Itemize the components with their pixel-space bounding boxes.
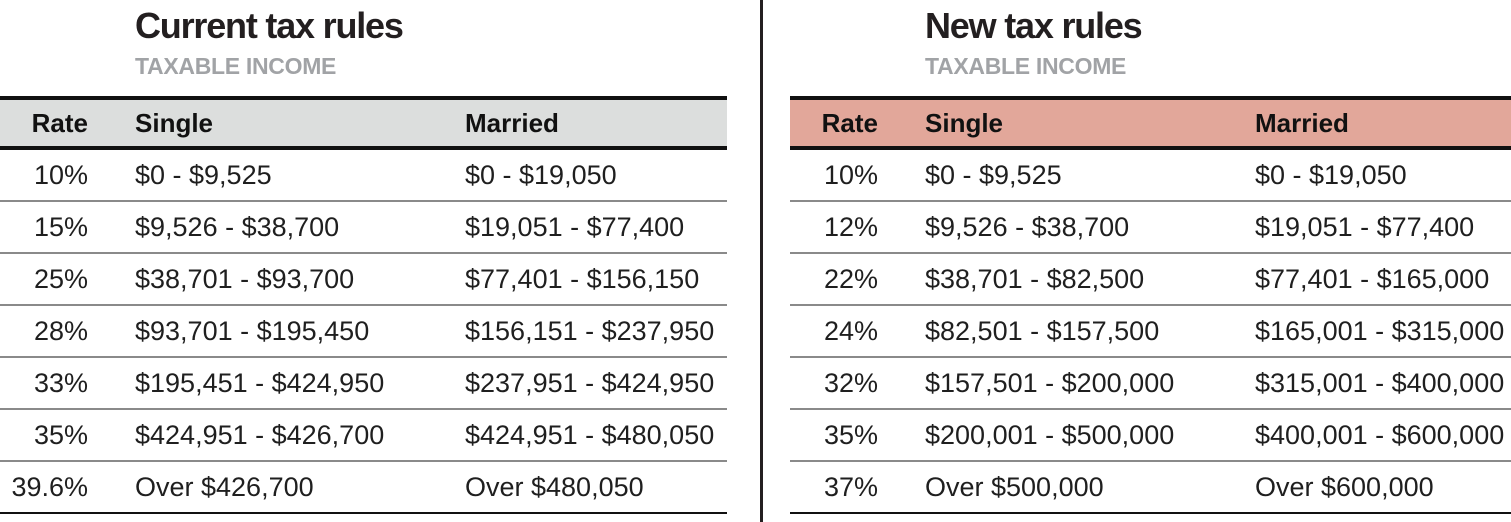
single-cell: $38,701 - $93,700 [135,263,355,294]
married-cell: $400,001 - $600,000 [1255,419,1505,450]
column-header-single: Single [925,107,1004,138]
married-cell: Over $600,000 [1255,471,1434,502]
new-table-subtitle: TAXABLE INCOME [925,53,1127,79]
married-cell: $77,401 - $165,000 [1255,263,1490,294]
current-table-title: Current tax rules [135,5,404,46]
single-cell: $157,501 - $200,000 [925,367,1175,398]
married-cell: $19,051 - $77,400 [1255,211,1475,242]
table-row: 10% $0 - $9,525 $0 - $19,050 [0,150,727,202]
rate-cell: 15% [33,211,88,242]
table-row: 15% $9,526 - $38,700 $19,051 - $77,400 [0,202,727,254]
rate-cell: 28% [33,315,88,346]
married-cell: $156,151 - $237,950 [465,315,715,346]
single-cell: $38,701 - $82,500 [925,263,1145,294]
table-row: 35% $424,951 - $426,700 $424,951 - $480,… [0,410,727,462]
rate-cell: 35% [823,419,878,450]
column-header-married: Married [465,107,559,138]
rate-cell: 35% [33,419,88,450]
single-cell: $0 - $9,525 [135,159,272,190]
single-cell: Over $426,700 [135,471,314,502]
married-cell: $315,001 - $400,000 [1255,367,1505,398]
rate-cell: 25% [33,263,88,294]
single-cell: $195,451 - $424,950 [135,367,385,398]
rate-cell: 22% [823,263,878,294]
rate-cell: 10% [33,159,88,190]
rate-cell: 37% [823,471,878,502]
new-table-head: New tax rules TAXABLE INCOME [790,0,1511,96]
table-row: 25% $38,701 - $93,700 $77,401 - $156,150 [0,254,727,306]
column-header-rate: Rate [821,107,878,138]
column-header-rate: Rate [31,107,88,138]
rate-cell: 10% [823,159,878,190]
single-cell: $424,951 - $426,700 [135,419,385,450]
married-cell: $0 - $19,050 [465,159,617,190]
single-cell: $93,701 - $195,450 [135,315,370,346]
panel-divider [760,0,763,522]
column-header-single: Single [135,107,214,138]
table-row: 22% $38,701 - $82,500 $77,401 - $165,000 [790,254,1511,306]
rate-cell: 12% [823,211,878,242]
rate-cell: 33% [33,367,88,398]
married-cell: $165,001 - $315,000 [1255,315,1505,346]
married-cell: Over $480,050 [465,471,644,502]
table-row: 10% $0 - $9,525 $0 - $19,050 [790,150,1511,202]
table-row: 37% Over $500,000 Over $600,000 [790,462,1511,514]
married-cell: $237,951 - $424,950 [465,367,715,398]
single-cell: $200,001 - $500,000 [925,419,1175,450]
current-table-subtitle: TAXABLE INCOME [135,53,337,79]
current-tax-rules-table: Current tax rules TAXABLE INCOME Rate Si… [0,0,727,514]
table-row: 24% $82,501 - $157,500 $165,001 - $315,0… [790,306,1511,358]
rate-cell: 32% [823,367,878,398]
table-row: 28% $93,701 - $195,450 $156,151 - $237,9… [0,306,727,358]
table-header-row: Rate Single Married [790,96,1511,150]
single-cell: $82,501 - $157,500 [925,315,1160,346]
married-cell: $424,951 - $480,050 [465,419,715,450]
married-cell: $0 - $19,050 [1255,159,1407,190]
table-row: 33% $195,451 - $424,950 $237,951 - $424,… [0,358,727,410]
single-cell: $0 - $9,525 [925,159,1062,190]
new-table-title: New tax rules [925,5,1143,46]
table-row: 12% $9,526 - $38,700 $19,051 - $77,400 [790,202,1511,254]
new-tax-rules-table: New tax rules TAXABLE INCOME Rate Single… [790,0,1511,514]
column-header-married: Married [1255,107,1349,138]
table-row: 39.6% Over $426,700 Over $480,050 [0,462,727,514]
current-table-head: Current tax rules TAXABLE INCOME [0,0,727,96]
single-cell: Over $500,000 [925,471,1104,502]
rate-cell: 24% [823,315,878,346]
married-cell: $77,401 - $156,150 [465,263,700,294]
rate-cell: 39.6% [11,471,88,502]
table-row: 35% $200,001 - $500,000 $400,001 - $600,… [790,410,1511,462]
single-cell: $9,526 - $38,700 [135,211,340,242]
table-header-row: Rate Single Married [0,96,727,150]
single-cell: $9,526 - $38,700 [925,211,1130,242]
married-cell: $19,051 - $77,400 [465,211,685,242]
table-row: 32% $157,501 - $200,000 $315,001 - $400,… [790,358,1511,410]
